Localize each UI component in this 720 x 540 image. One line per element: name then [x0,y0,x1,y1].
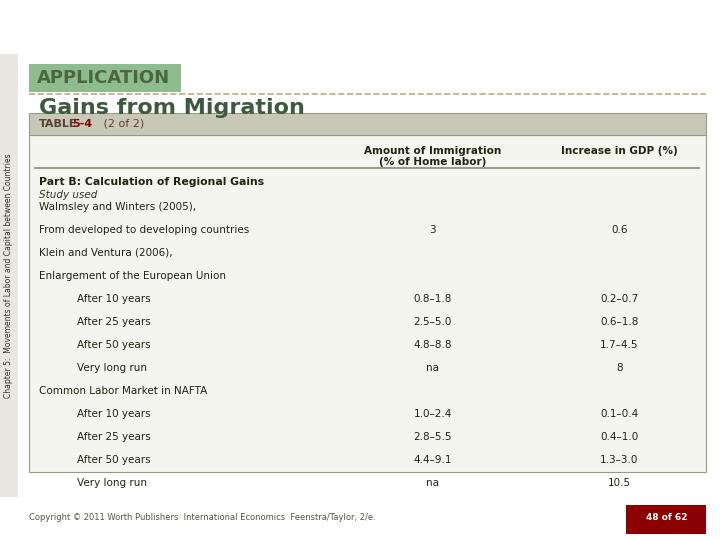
Text: Gains from Migration: Gains from Migration [39,98,305,118]
Text: Study used: Study used [39,190,97,200]
Text: Very long run: Very long run [77,363,147,373]
Text: After 25 years: After 25 years [77,432,150,442]
Text: Copyright © 2011 Worth Publishers  International Economics  Feenstra/Taylor, 2/e: Copyright © 2011 Worth Publishers Intern… [29,513,375,522]
Text: 0.6: 0.6 [611,225,628,235]
Text: (2 of 2): (2 of 2) [99,119,144,129]
Text: After 25 years: After 25 years [77,317,150,327]
Text: From developed to developing countries: From developed to developing countries [39,225,249,235]
Text: Very long run: Very long run [77,478,147,488]
Text: na: na [426,478,439,488]
Text: APPLICATION: APPLICATION [37,69,170,87]
Text: Part B: Calculation of Regional Gains: Part B: Calculation of Regional Gains [39,177,264,187]
Text: 5-4: 5-4 [72,119,92,129]
Text: Walmsley and Winters (2005),: Walmsley and Winters (2005), [39,202,196,212]
FancyBboxPatch shape [29,113,706,134]
Text: TABLE: TABLE [39,119,77,129]
Text: 0.8–1.8: 0.8–1.8 [414,294,452,304]
Text: 1.0–2.4: 1.0–2.4 [414,409,452,419]
Text: 1.7–4.5: 1.7–4.5 [600,340,639,350]
Text: Common Labor Market in NAFTA: Common Labor Market in NAFTA [39,386,207,396]
Text: After 50 years: After 50 years [77,455,150,465]
Text: 4.4–9.1: 4.4–9.1 [413,455,452,465]
Text: 2.8–5.5: 2.8–5.5 [413,432,452,442]
Text: Enlargement of the European Union: Enlargement of the European Union [39,271,226,281]
Text: Chapter 5:  Movements of Labor and Capital between Countries: Chapter 5: Movements of Labor and Capita… [4,153,14,398]
Text: Amount of Immigration
(% of Home labor): Amount of Immigration (% of Home labor) [364,146,502,167]
Text: 0.1–0.4: 0.1–0.4 [600,409,639,419]
FancyBboxPatch shape [29,134,706,472]
Text: 10.5: 10.5 [608,478,631,488]
Text: 0.2–0.7: 0.2–0.7 [600,294,639,304]
Text: 3: 3 [430,225,436,235]
Text: 8: 8 [616,363,623,373]
Text: After 10 years: After 10 years [77,294,150,304]
FancyBboxPatch shape [626,505,706,534]
Text: Increase in GDP (%): Increase in GDP (%) [561,146,678,156]
Text: After 50 years: After 50 years [77,340,150,350]
Text: 4.8–8.8: 4.8–8.8 [413,340,452,350]
Text: Klein and Ventura (2006),: Klein and Ventura (2006), [39,248,173,258]
Text: 1.3–3.0: 1.3–3.0 [600,455,639,465]
FancyBboxPatch shape [29,64,181,92]
Text: 0.4–1.0: 0.4–1.0 [600,432,639,442]
Text: 0.6–1.8: 0.6–1.8 [600,317,639,327]
Text: 2.5–5.0: 2.5–5.0 [414,317,452,327]
Text: na: na [426,363,439,373]
Text: 48 of 62: 48 of 62 [646,513,687,522]
Text: After 10 years: After 10 years [77,409,150,419]
